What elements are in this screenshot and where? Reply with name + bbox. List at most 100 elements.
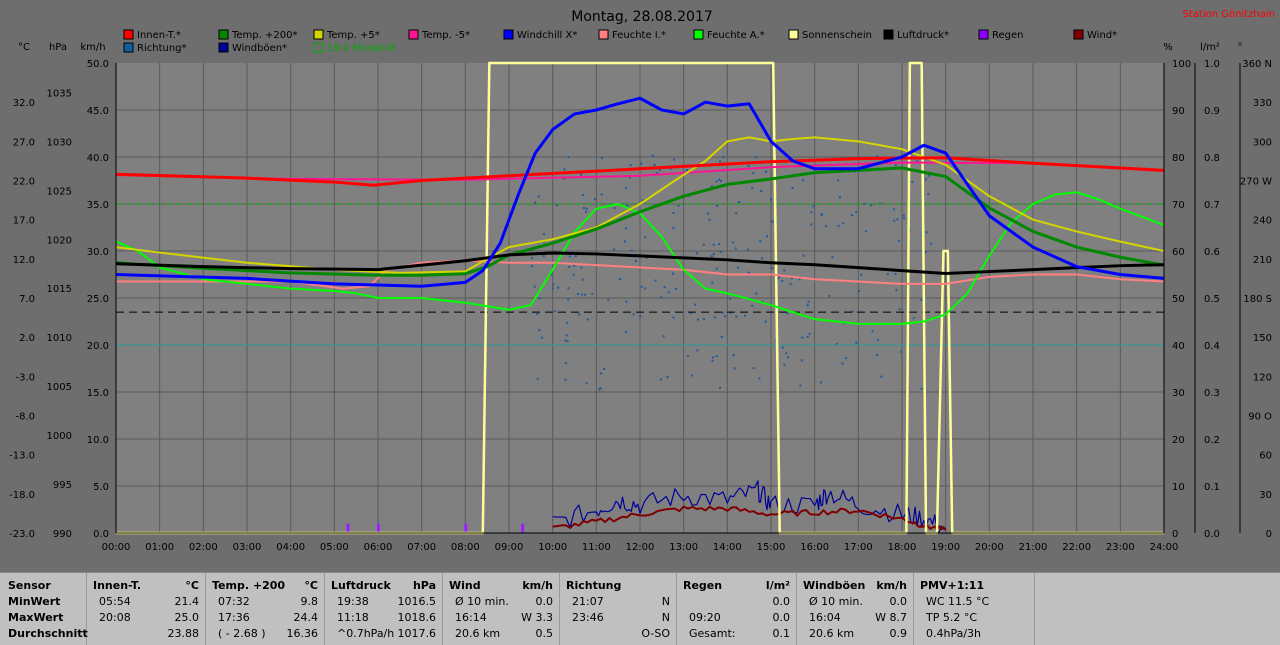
legend-swatch: [1073, 29, 1084, 40]
summary-cell-label: 0.4hPa/3h: [926, 627, 982, 640]
summary-cell-label: 17:36: [218, 611, 250, 624]
direction-point: [902, 217, 905, 220]
direction-point: [783, 363, 786, 366]
temp-tick-label: -18.0: [9, 490, 35, 501]
direction-point: [721, 311, 724, 314]
direction-point: [754, 156, 757, 159]
direction-point: [585, 207, 588, 210]
x-tick-label: 00:00: [102, 542, 131, 553]
pct-tick-label: 20: [1172, 435, 1185, 446]
direction-point: [765, 235, 768, 238]
direction-point: [735, 212, 738, 215]
x-tick-label: 19:00: [931, 542, 960, 553]
direction-point: [710, 185, 713, 188]
legend-swatch: [978, 29, 989, 40]
deg-tick-label: 180 S: [1243, 294, 1272, 305]
direction-point: [837, 224, 840, 227]
x-tick-label: 11:00: [582, 542, 611, 553]
direction-point: [658, 169, 661, 172]
hpa-tick-label: 1005: [47, 382, 72, 393]
rain-tick-label: 0.5: [1204, 294, 1220, 305]
summary-column: Temp. +200 °C 07:32 9.8 17:36 24.4 ( - 2.68 ) 1…: [206, 573, 325, 645]
kmh-tick-label: 5.0: [93, 482, 109, 493]
temp-tick-label: -13.0: [9, 451, 35, 462]
summary-cell-value: O-SO: [641, 627, 670, 640]
legend-label: Temp. -5*: [421, 30, 470, 41]
direction-point: [593, 198, 596, 201]
summary-cell-value: W 3.3: [521, 611, 553, 624]
summary-col-header: Richtung: [566, 579, 622, 592]
direction-point: [598, 388, 601, 391]
summary-col-header: Temp. +200: [212, 579, 286, 592]
summary-column: Innen-T. °C 05:54 21.4 20:08 25.0 23.88: [87, 573, 206, 645]
direction-point: [798, 278, 801, 281]
summary-cell-label: 11:18: [337, 611, 369, 624]
summary-cell-label: 20:08: [99, 611, 131, 624]
temp-tick-label: 7.0: [19, 294, 35, 305]
direction-point: [760, 257, 763, 260]
direction-point: [580, 266, 583, 269]
x-tick-label: 13:00: [669, 542, 698, 553]
direction-point: [900, 350, 903, 353]
direction-point: [869, 204, 872, 207]
direction-point: [563, 168, 566, 171]
direction-point: [540, 336, 543, 339]
legend-label: Wind*: [1087, 30, 1117, 41]
direction-point: [732, 354, 735, 357]
direction-point: [591, 292, 594, 295]
direction-point: [778, 276, 781, 279]
direction-point: [801, 179, 804, 182]
pct-tick-label: 90: [1172, 106, 1185, 117]
summary-cell-label: Ø 10 min.: [809, 595, 863, 608]
x-tick-label: 08:00: [451, 542, 480, 553]
summary-table: Sensor MinWert MaxWert Durchschnitt Innen-T.…: [0, 572, 1280, 645]
x-tick-label: 09:00: [495, 542, 524, 553]
temp-tick-label: -8.0: [15, 412, 35, 423]
direction-point: [632, 313, 635, 316]
direction-point: [732, 241, 735, 244]
unit-hpa: hPa: [49, 42, 67, 53]
direction-point: [851, 214, 854, 217]
wind-gusts-line: [552, 480, 946, 533]
x-tick-label: 20:00: [975, 542, 1004, 553]
x-tick-label: 02:00: [189, 542, 218, 553]
legend-swatch: [313, 42, 324, 53]
rain-tick-label: 0.6: [1204, 247, 1220, 258]
direction-point: [706, 212, 709, 215]
deg-tick-label: 210: [1253, 255, 1272, 266]
direction-point: [564, 361, 567, 364]
legend-label: Luftdruck*: [897, 30, 949, 41]
direction-point: [625, 300, 628, 303]
summary-col-header: Windböen: [803, 579, 866, 592]
hpa-tick-label: 1010: [47, 333, 72, 344]
summary-cell-value: 21.4: [174, 595, 200, 608]
summary-rowlabel: MaxWert: [8, 611, 64, 624]
deg-tick-label: 60: [1259, 451, 1272, 462]
direction-point: [536, 377, 539, 380]
kmh-tick-label: 20.0: [87, 341, 109, 352]
summary-column: Windböen km/h Ø 10 min. 0.0 16:04 W 8.7 20.6 k…: [797, 573, 914, 645]
direction-point: [574, 255, 577, 258]
summary-column: Wind km/h Ø 10 min. 0.0 16:14 W 3.3 20.6 km 0.5: [443, 573, 560, 645]
summary-cell-label: 09:20: [689, 611, 721, 624]
summary-cell-label: 20.6 km: [809, 627, 855, 640]
kmh-tick-label: 40.0: [87, 153, 109, 164]
direction-point: [747, 165, 750, 168]
direction-point: [893, 219, 896, 222]
hpa-tick-label: 1035: [47, 88, 72, 99]
summary-cell-label: TP 5.2 °C: [926, 611, 978, 624]
direction-point: [925, 231, 928, 234]
summary-cell-label: 07:32: [218, 595, 250, 608]
legend-label: Sonnenschein: [802, 30, 872, 41]
hpa-tick-label: 1020: [47, 235, 72, 246]
direction-point: [641, 199, 644, 202]
unit-pct: %: [1163, 42, 1173, 53]
direction-point: [623, 240, 626, 243]
direction-point: [673, 158, 676, 161]
chart-title: Montag, 28.08.2017: [571, 9, 713, 25]
summary-cell-value: 24.4: [293, 611, 319, 624]
summary-cell-value: N: [661, 595, 670, 608]
direction-point: [607, 298, 610, 301]
direction-point: [677, 204, 680, 207]
direction-point: [712, 243, 715, 246]
